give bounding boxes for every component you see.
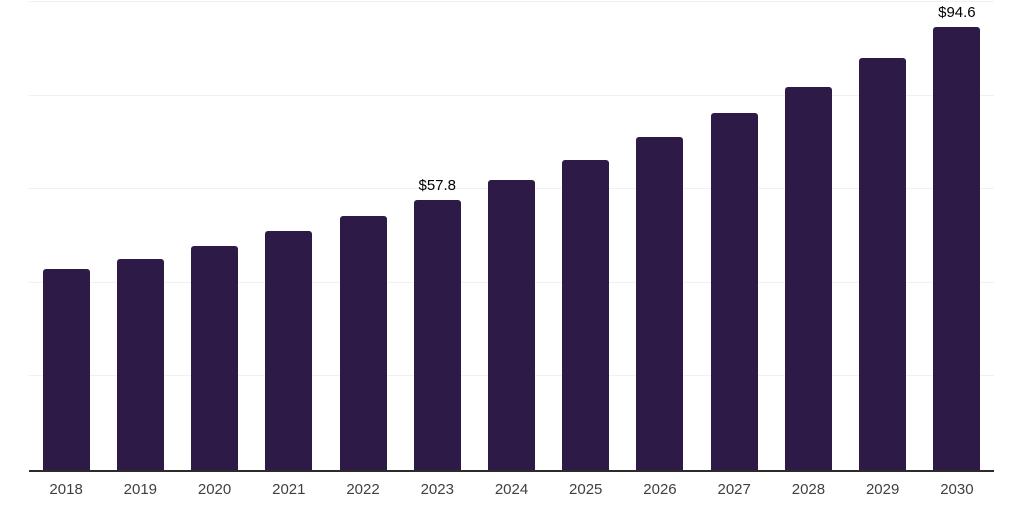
bar-2025 (562, 159, 610, 470)
bar-2029 (859, 58, 907, 470)
x-tick-2028: 2028 (791, 481, 826, 498)
x-tick-2027: 2027 (717, 481, 751, 498)
gridline-100 (29, 1, 994, 2)
bar-2028 (784, 86, 832, 470)
x-tick-2026: 2026 (643, 481, 677, 498)
bar-2018 (42, 269, 90, 470)
x-tick-2021: 2021 (272, 481, 306, 498)
plot-area: $57.8 $94.6 (29, 1, 994, 472)
x-tick-2025: 2025 (569, 481, 603, 498)
bar-2027 (710, 112, 758, 470)
bar-2023 (413, 199, 461, 470)
x-tick-2030: 2030 (940, 481, 974, 498)
bar-2030 (933, 27, 981, 470)
data-label-2023: $57.8 (418, 176, 457, 194)
gridline-80 (29, 94, 994, 96)
bar-2020 (191, 246, 239, 470)
x-tick-2022: 2022 (346, 481, 380, 498)
bar-2026 (636, 137, 684, 470)
data-label-2030: $94.6 (938, 4, 976, 22)
bar-2019 (116, 258, 164, 470)
x-tick-2020: 2020 (197, 481, 232, 498)
x-tick-2019: 2019 (123, 481, 158, 498)
x-tick-2029: 2029 (865, 481, 900, 498)
bar-2022 (339, 216, 387, 470)
bar-2021 (265, 231, 313, 470)
x-tick-2018: 2018 (49, 481, 83, 498)
x-tick-2024: 2024 (494, 481, 529, 498)
x-tick-2023: 2023 (420, 481, 454, 498)
bar-2024 (488, 180, 535, 470)
